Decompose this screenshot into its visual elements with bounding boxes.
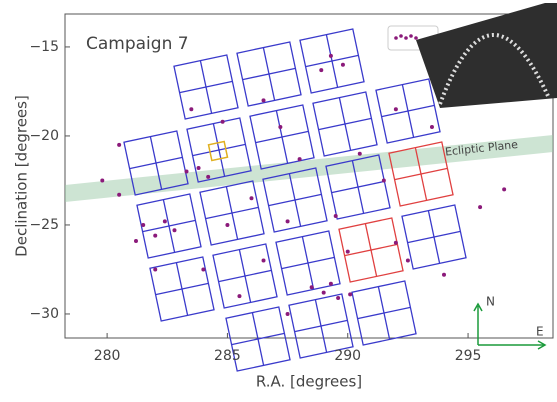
legend-marker (414, 36, 418, 40)
chart-title: Campaign 7 (86, 34, 189, 54)
point (100, 178, 104, 182)
point (189, 107, 193, 111)
point (249, 196, 253, 200)
point (153, 234, 157, 238)
point (163, 219, 167, 223)
point (201, 267, 205, 271)
y-tick-label: −25 (29, 217, 59, 233)
point (197, 166, 201, 170)
compass-n-label: N (486, 295, 495, 309)
point (394, 241, 398, 245)
point (329, 282, 333, 286)
point (286, 219, 290, 223)
point (336, 296, 340, 300)
chart: Ecliptic Plane Campaign 7 N E R.A. [degr… (0, 0, 557, 402)
compass-e-label: E (536, 325, 544, 339)
point (117, 143, 121, 147)
point (348, 292, 352, 296)
y-axis-label: Declination [degrees] (13, 95, 31, 257)
point (262, 259, 266, 263)
legend-marker (409, 34, 413, 38)
point (329, 54, 333, 58)
point (346, 250, 350, 254)
point (134, 239, 138, 243)
point (382, 178, 386, 182)
x-tick-label: 290 (334, 348, 361, 364)
point (278, 125, 282, 129)
point (310, 285, 314, 289)
point (286, 312, 290, 316)
x-tick-label: 285 (214, 348, 241, 364)
point (237, 294, 241, 298)
point (322, 291, 326, 295)
point (172, 228, 176, 232)
point (442, 273, 446, 277)
x-tick-label: 295 (455, 348, 482, 364)
point (298, 157, 302, 161)
point (153, 267, 157, 271)
point (502, 187, 506, 191)
point (358, 152, 362, 156)
point (221, 120, 225, 124)
y-tick-label: −15 (29, 39, 59, 55)
point (394, 107, 398, 111)
point (262, 98, 266, 102)
point (141, 223, 145, 227)
point (117, 193, 121, 197)
legend-marker (399, 34, 403, 38)
point (341, 63, 345, 67)
y-tick-label: −20 (29, 128, 59, 144)
point (206, 175, 210, 179)
point (225, 223, 229, 227)
x-axis-label: R.A. [degrees] (256, 373, 362, 391)
point (406, 259, 410, 263)
y-tick-label: −30 (29, 306, 59, 322)
point (319, 68, 323, 72)
point (430, 125, 434, 129)
x-tick-label: 280 (94, 348, 121, 364)
point (185, 170, 189, 174)
legend-marker (404, 36, 408, 40)
legend-marker (394, 36, 398, 40)
point (334, 214, 338, 218)
point (478, 205, 482, 209)
